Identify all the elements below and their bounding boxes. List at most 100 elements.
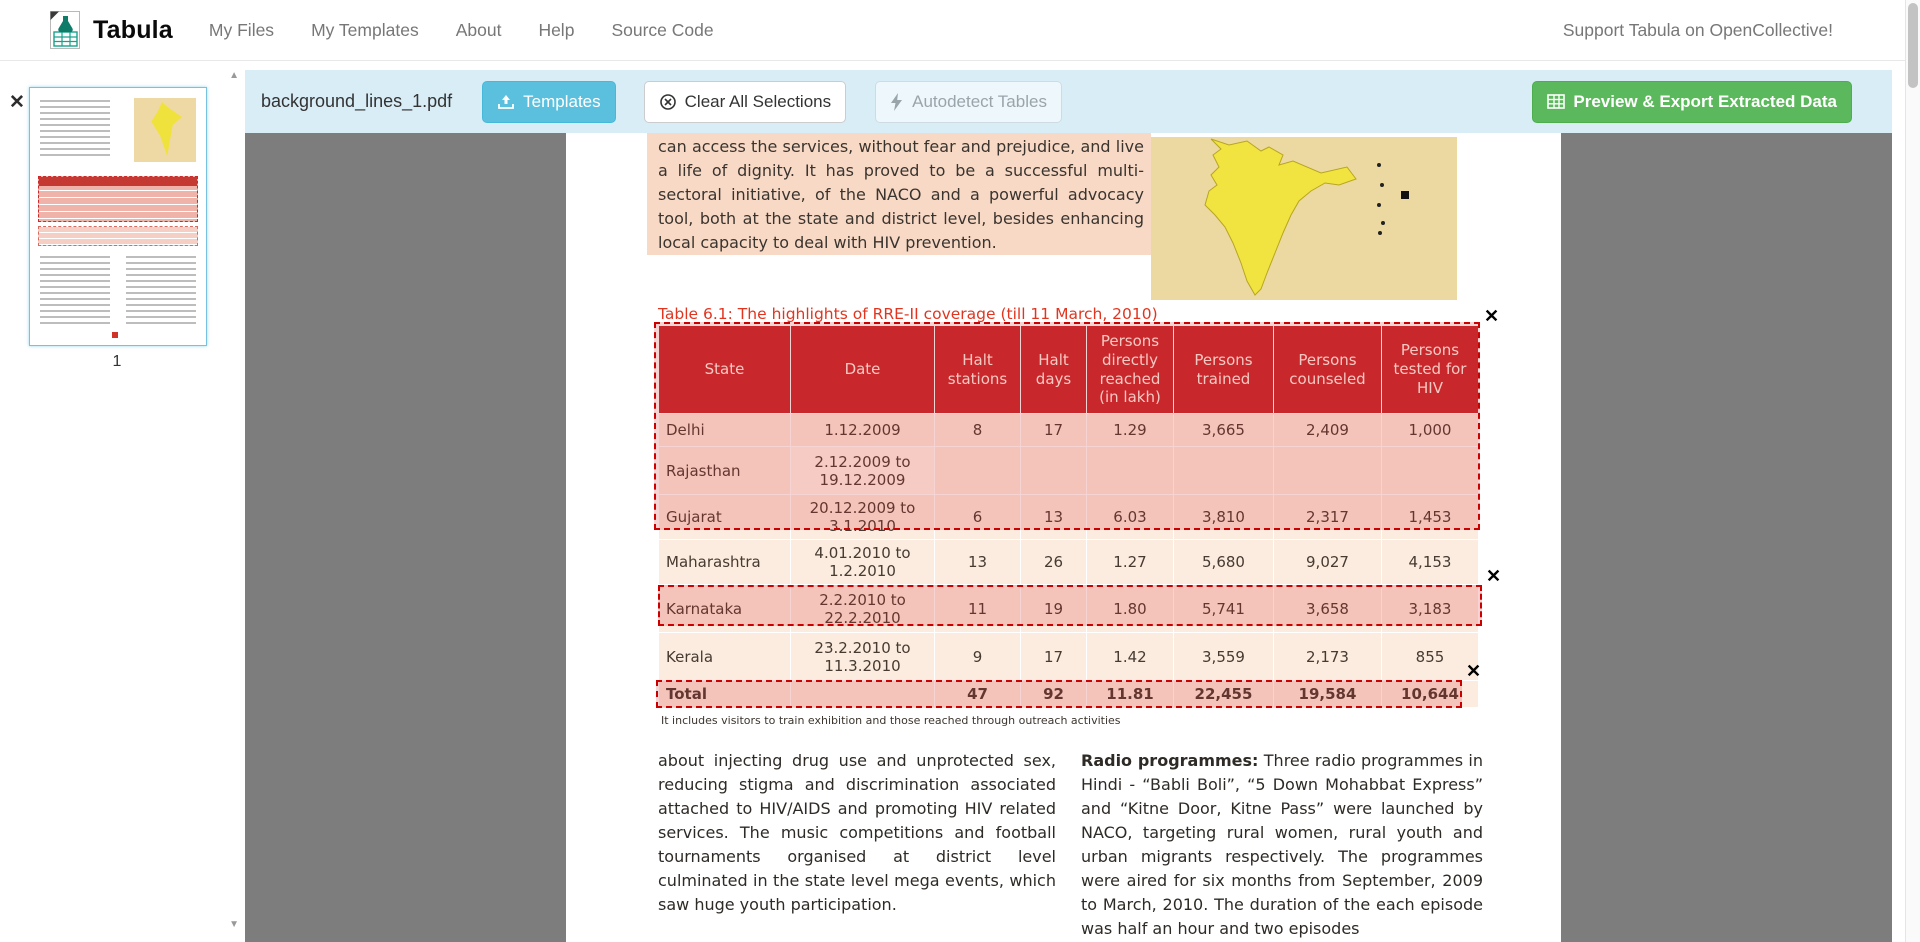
- body-text-left: about injecting drug use and unprotected…: [658, 751, 1056, 914]
- pdf-table-cell: 20.12.2009 to 3.1.2010: [790, 494, 935, 540]
- page-thumbnail[interactable]: [29, 87, 207, 346]
- clear-selections-button[interactable]: Clear All Selections: [643, 80, 847, 123]
- pdf-table-cell: 17: [1020, 632, 1087, 681]
- pdf-table-header-row: State Date Halt stations Halt days Persons d…: [658, 325, 1479, 414]
- thumbnail-map: [134, 98, 196, 162]
- selection-box-2[interactable]: [658, 585, 1482, 626]
- pdf-table-cell: [1086, 446, 1174, 495]
- pdf-table: State Date Halt stations Halt days Persons d…: [658, 325, 1479, 708]
- filename-label: background_lines_1.pdf: [261, 91, 453, 111]
- clear-selections-button-label: Clear All Selections: [684, 91, 832, 111]
- thumbnail-table: [38, 176, 198, 222]
- remove-selection-3-button[interactable]: ✕: [1466, 661, 1482, 681]
- pdf-table-header-cell: Persons tested for HIV: [1381, 325, 1479, 414]
- pdf-table-body: Delhi 1.12.2009 8 17 1.29 3,665 2,409 1,000 Raja…: [658, 413, 1479, 708]
- pdf-table-cell: 1.12.2009: [790, 413, 935, 447]
- pdf-table-cell: 1.42: [1086, 632, 1174, 681]
- nav-my-templates[interactable]: My Templates: [311, 19, 419, 40]
- lightning-icon: [891, 92, 903, 111]
- templates-button-label: Templates: [523, 91, 601, 111]
- pdf-table-cell: 11.81: [1086, 680, 1174, 708]
- pdf-table-cell: [1173, 446, 1274, 495]
- pdf-table-cell: 4.01.2010 to 1.2.2010: [790, 539, 935, 585]
- nav-my-files[interactable]: My Files: [208, 19, 275, 40]
- support-link[interactable]: Support Tabula on OpenCollective!: [1562, 19, 1833, 40]
- brand-link[interactable]: Tabula: [47, 10, 173, 51]
- pdf-table-cell: 13: [1020, 494, 1087, 540]
- pdf-table-cell: 2,173: [1273, 632, 1382, 681]
- thumbnail-text-block: [40, 256, 110, 326]
- pdf-table-cell: 92: [1020, 680, 1087, 708]
- pdf-table-cell: [934, 446, 1021, 495]
- top-navbar: Tabula My Files My Templates About Help …: [0, 0, 1905, 61]
- export-table-icon: [1547, 94, 1566, 109]
- pdf-table-cell: 9,027: [1273, 539, 1382, 585]
- pdf-table-cell: 9: [934, 632, 1021, 681]
- pdf-table-cell: 6: [934, 494, 1021, 540]
- remove-page-button[interactable]: ✕: [9, 92, 25, 113]
- pdf-table-cell: 26: [1020, 539, 1087, 585]
- pdf-table-row: Maharashtra 4.01.2010 to 1.2.2010 13 26 1.27…: [658, 539, 1479, 585]
- export-button[interactable]: Preview & Export Extracted Data: [1532, 80, 1852, 123]
- india-map-graphic: [1204, 138, 1409, 296]
- radio-programmes-lead: Radio programmes:: [1081, 751, 1259, 770]
- scrollbar-thumb[interactable]: [1908, 3, 1918, 88]
- pdf-table-cell: 1.29: [1086, 413, 1174, 447]
- pdf-table-cell: 13: [934, 539, 1021, 585]
- brand-name: Tabula: [93, 15, 173, 44]
- sidebar-scroll-down-arrow[interactable]: ▼: [229, 919, 239, 930]
- pdf-page[interactable]: can access the services, without fear an…: [566, 133, 1561, 942]
- map-legend-square: [1401, 191, 1409, 199]
- pdf-table-header-cell: Persons directly reached (in lakh): [1086, 325, 1174, 414]
- main-nav: My Files My Templates About Help Source …: [209, 20, 714, 41]
- intro-highlight-block: [647, 133, 1151, 255]
- document-area: can access the services, without fear an…: [245, 133, 1892, 942]
- intro-paragraph: can access the services, without fear an…: [658, 137, 1144, 252]
- autodetect-tables-button-label: Autodetect Tables: [912, 91, 1047, 111]
- radio-programmes-text: Three radio programmes in Hindi - “Babli…: [1081, 751, 1483, 938]
- nav-about[interactable]: About: [455, 19, 502, 40]
- selection-box-3[interactable]: [656, 680, 1462, 708]
- pdf-table-header-cell: State: [658, 325, 791, 414]
- pdf-table-cell: Kerala: [658, 632, 791, 681]
- clear-selections-icon: [659, 93, 676, 110]
- body-text-right: Radio programmes: Three radio programmes…: [1081, 749, 1483, 941]
- templates-icon: [498, 94, 515, 109]
- pdf-table-header-cell: Persons counseled: [1273, 325, 1382, 414]
- pdf-table-header-cell: Persons trained: [1173, 325, 1274, 414]
- sidebar: ✕ 1 ▲ ▼: [0, 61, 245, 942]
- pdf-table-cell: 3,665: [1173, 413, 1274, 447]
- thumbnail-table-rows: [38, 226, 198, 246]
- india-map: [1151, 137, 1457, 300]
- thumbnail-map-shape: [151, 102, 182, 156]
- pdf-table-cell: Delhi: [658, 413, 791, 447]
- pdf-table-cell: 2,317: [1273, 494, 1382, 540]
- thumbnail-text-block: [126, 256, 196, 326]
- nav-source-code[interactable]: Source Code: [611, 19, 714, 40]
- templates-button[interactable]: Templates: [482, 80, 616, 123]
- table-footnote: It includes visitors to train exhibition…: [661, 714, 1121, 727]
- pdf-table-cell: 17: [1020, 413, 1087, 447]
- export-button-label: Preview & Export Extracted Data: [1573, 91, 1837, 111]
- nav-help[interactable]: Help: [538, 19, 575, 40]
- toolbar: background_lines_1.pdf Templates Clear A…: [245, 70, 1892, 133]
- sidebar-scroll-up-arrow[interactable]: ▲: [229, 70, 239, 81]
- autodetect-tables-button[interactable]: Autodetect Tables: [875, 80, 1062, 123]
- pdf-table-cell: Maharashtra: [658, 539, 791, 585]
- pdf-table-cell: Gujarat: [658, 494, 791, 540]
- main-scrollbar[interactable]: [1905, 0, 1920, 942]
- remove-selection-1-button[interactable]: ✕: [1484, 306, 1500, 326]
- pdf-table-cell: 2,409: [1273, 413, 1382, 447]
- pdf-table-cell: 3,810: [1173, 494, 1274, 540]
- thumbnail-selection-marker: [112, 332, 118, 338]
- pdf-table-cell: [1020, 446, 1087, 495]
- pdf-table-cell: 5,680: [1173, 539, 1274, 585]
- pdf-table-row: Delhi 1.12.2009 8 17 1.29 3,665 2,409 1,000: [658, 413, 1479, 447]
- thumbnail-text-block: [40, 100, 110, 158]
- remove-selection-2-button[interactable]: ✕: [1486, 566, 1502, 586]
- page-number-label: 1: [112, 353, 122, 370]
- pdf-table-cell: 1,000: [1381, 413, 1479, 447]
- selection-box-1[interactable]: [654, 322, 1480, 530]
- pdf-table-cell: [1273, 446, 1382, 495]
- pdf-table-cell: [1381, 446, 1479, 495]
